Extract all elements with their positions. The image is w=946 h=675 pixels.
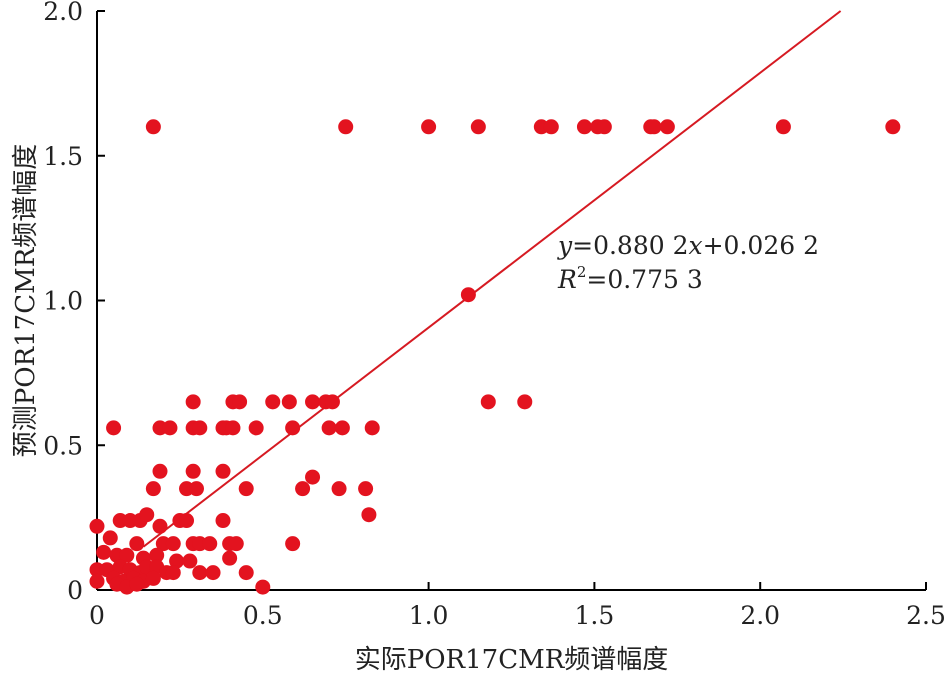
data-point: [145, 481, 161, 497]
axes: [96, 10, 927, 591]
y-tick-label: 0.5: [43, 431, 83, 460]
data-point: [165, 565, 181, 581]
data-point: [338, 119, 354, 135]
y-tick-label: 0: [67, 576, 83, 605]
y-tick-label: 2.0: [43, 0, 83, 26]
data-point: [421, 119, 437, 135]
eq-y: y: [557, 231, 573, 260]
data-point: [89, 518, 105, 534]
x-axis-title: 实际POR17CMR频谱幅度: [355, 645, 669, 675]
data-point: [646, 119, 662, 135]
data-point: [202, 536, 218, 552]
data-point: [305, 394, 321, 410]
tick-labels-layer: 0 0.5 1.0 1.5 2.0 0 0.5 1.0 1.5 2.0 2.5: [43, 0, 946, 630]
data-point: [517, 394, 533, 410]
data-point: [358, 481, 374, 497]
data-point: [169, 553, 185, 569]
data-point: [192, 420, 208, 436]
data-point: [885, 119, 901, 135]
x-tick-label: 0: [89, 601, 105, 630]
data-point: [192, 565, 208, 581]
data-point: [225, 420, 241, 436]
data-point: [305, 469, 321, 485]
data-point: [145, 570, 161, 586]
data-point: [119, 547, 135, 563]
data-point: [215, 463, 231, 479]
data-point: [185, 394, 201, 410]
data-point: [238, 565, 254, 581]
data-point: [145, 119, 161, 135]
data-point: [152, 518, 168, 534]
data-point: [139, 507, 155, 523]
data-point: [364, 420, 380, 436]
data-point: [543, 119, 559, 135]
eq-part2: +0.026 2: [703, 231, 819, 260]
data-point: [102, 530, 118, 546]
data-point: [480, 394, 496, 410]
data-point: [182, 553, 198, 569]
x-tick-label: 2.5: [906, 601, 946, 630]
x-tick-label: 1.0: [409, 601, 449, 630]
data-point: [285, 420, 301, 436]
y-tick-label: 1.0: [43, 287, 83, 316]
data-point: [205, 565, 221, 581]
y-tick-label: 1.5: [43, 142, 83, 171]
eq-part1: =0.880 2: [572, 231, 688, 260]
data-point: [775, 119, 791, 135]
data-point: [222, 550, 238, 566]
data-point: [248, 420, 264, 436]
fit-line: [142, 10, 842, 548]
r2-R: R: [557, 265, 577, 294]
data-point: [285, 536, 301, 552]
data-point: [89, 573, 105, 589]
r-squared: R2=0.775 3: [557, 263, 703, 294]
data-point: [596, 119, 612, 135]
data-point: [215, 513, 231, 529]
data-point: [129, 576, 145, 592]
data-point: [129, 536, 145, 552]
fit-equation: y=0.880 2x+0.026 2: [557, 231, 819, 260]
x-tick-label: 0.5: [243, 601, 283, 630]
x-tick-label: 2.0: [740, 601, 780, 630]
data-point: [188, 481, 204, 497]
data-point: [321, 420, 337, 436]
data-point: [185, 463, 201, 479]
fit-line-layer: [142, 10, 842, 548]
data-point: [265, 394, 281, 410]
data-point: [106, 420, 122, 436]
data-point: [238, 481, 254, 497]
data-point: [162, 420, 178, 436]
r2-value: =0.775 3: [586, 265, 702, 294]
data-point: [659, 119, 675, 135]
data-point: [324, 394, 340, 410]
data-point: [361, 507, 377, 523]
data-point: [96, 544, 112, 560]
points-layer: [89, 119, 901, 595]
data-point: [232, 394, 248, 410]
data-point: [470, 119, 486, 135]
data-point: [165, 536, 181, 552]
data-point: [179, 513, 195, 529]
eq-x: x: [689, 231, 703, 260]
data-point: [149, 547, 165, 563]
data-point: [334, 420, 350, 436]
data-point: [281, 394, 297, 410]
data-point: [228, 536, 244, 552]
data-point: [152, 463, 168, 479]
data-point: [295, 481, 311, 497]
data-point: [331, 481, 347, 497]
data-point: [576, 119, 592, 135]
data-point: [460, 287, 476, 303]
r2-superscript: 2: [577, 263, 587, 281]
y-axis-title: 预测POR17CMR频谱幅度: [11, 144, 41, 458]
data-point: [255, 579, 271, 595]
x-tick-label: 1.5: [575, 601, 615, 630]
